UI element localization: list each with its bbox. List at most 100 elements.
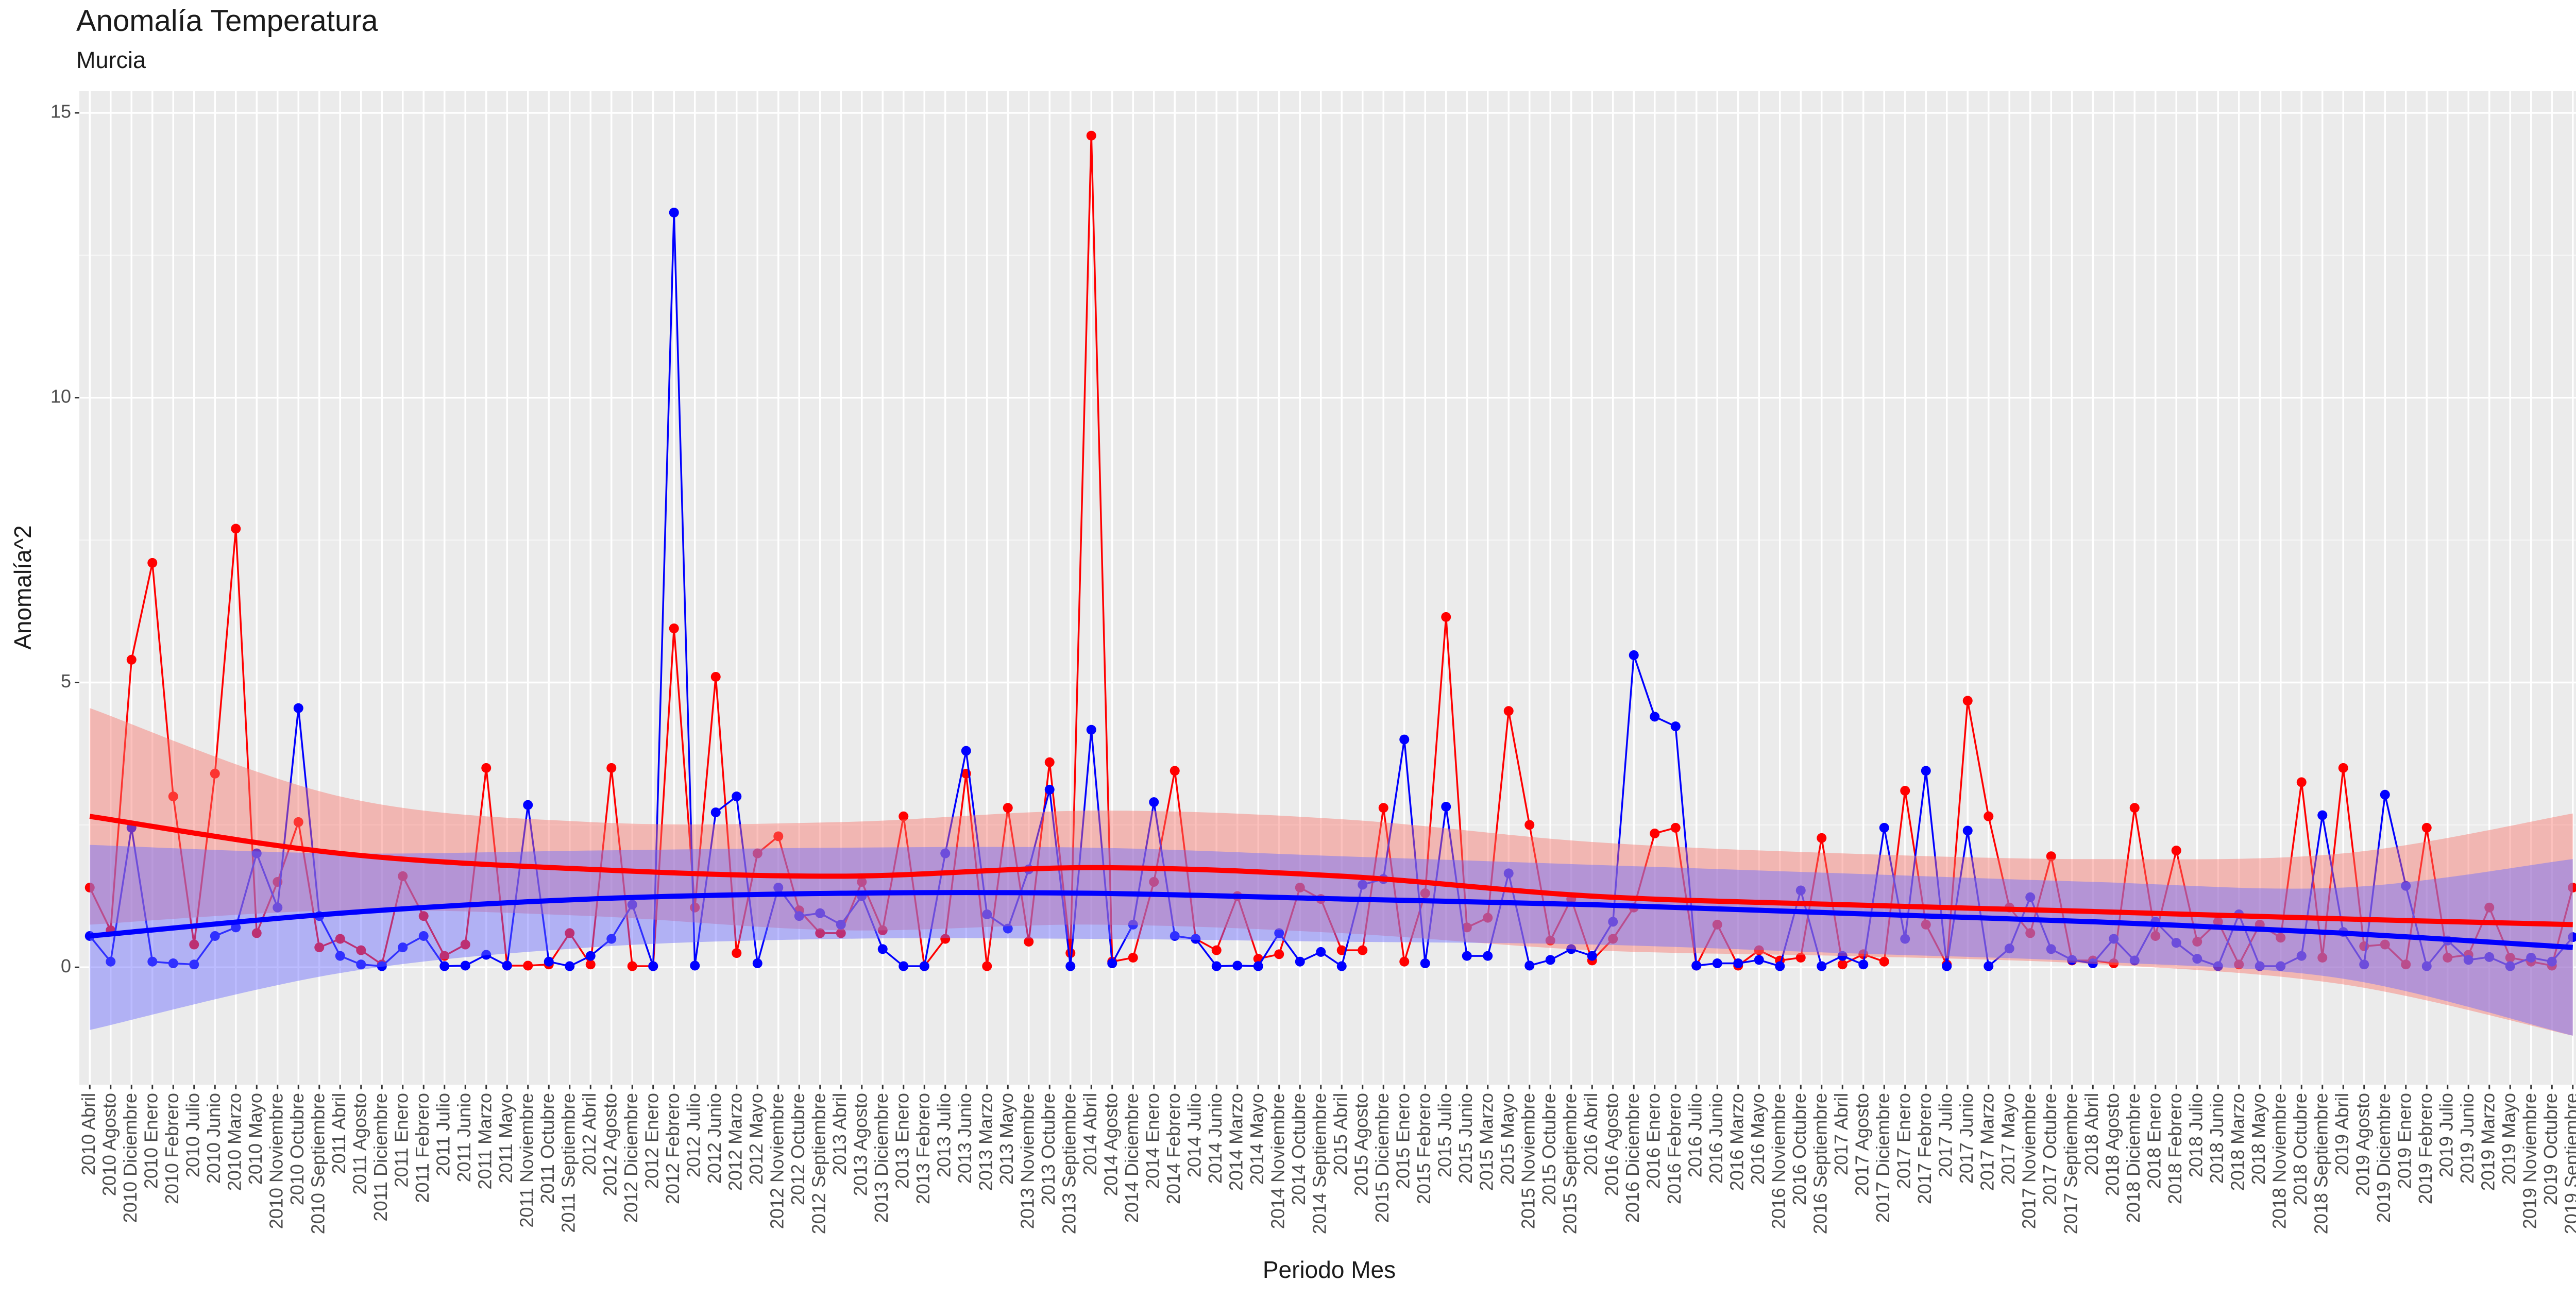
data-point bbox=[690, 960, 700, 971]
data-point bbox=[1566, 944, 1577, 954]
x-tick-label: 2017 Mayo bbox=[1997, 1093, 2019, 1185]
data-point bbox=[2526, 952, 2536, 963]
data-point bbox=[168, 791, 178, 802]
data-point bbox=[1441, 612, 1451, 622]
data-point bbox=[439, 961, 450, 971]
data-point bbox=[1003, 803, 1013, 813]
data-point bbox=[1712, 919, 1722, 930]
data-point bbox=[1316, 947, 1326, 957]
x-tick-label: 2017 Noviembre bbox=[2018, 1093, 2039, 1229]
data-point bbox=[940, 934, 951, 944]
data-point bbox=[2192, 937, 2202, 947]
x-tick-label: 2019 Agosto bbox=[2352, 1093, 2373, 1196]
x-tick-label: 2010 Junio bbox=[203, 1093, 224, 1184]
data-point bbox=[2401, 959, 2411, 970]
data-point bbox=[1650, 828, 1660, 838]
x-tick-label: 2011 Agosto bbox=[349, 1093, 370, 1195]
x-tick-label: 2012 Febrero bbox=[662, 1093, 683, 1204]
x-tick-label: 2015 Enero bbox=[1392, 1093, 1413, 1189]
x-tick-label: 2018 Junio bbox=[2206, 1093, 2227, 1184]
x-tick-label: 2010 Agosto bbox=[98, 1093, 120, 1196]
data-point bbox=[669, 623, 679, 633]
data-point bbox=[1670, 822, 1681, 833]
data-point bbox=[2380, 939, 2390, 950]
data-point bbox=[2421, 961, 2432, 971]
trend-line bbox=[89, 890, 2573, 950]
data-point bbox=[1420, 888, 1430, 899]
data-point bbox=[2568, 882, 2576, 892]
data-point bbox=[1462, 922, 1472, 933]
data-point bbox=[1608, 934, 1618, 944]
data-point bbox=[1253, 961, 1263, 971]
data-point bbox=[2276, 933, 2286, 943]
data-point bbox=[1483, 913, 1493, 923]
x-tick-label: 2014 Abril bbox=[1079, 1093, 1100, 1175]
data-point bbox=[523, 800, 533, 810]
data-point bbox=[606, 934, 617, 944]
data-point bbox=[1962, 696, 1973, 706]
data-point bbox=[1065, 961, 1076, 971]
x-tick-label: 2013 Octubre bbox=[1038, 1093, 1059, 1205]
x-tick-label: 2010 Julio bbox=[182, 1093, 203, 1177]
data-point bbox=[1817, 961, 1827, 971]
data-point bbox=[732, 948, 742, 958]
data-point bbox=[1503, 706, 1514, 716]
x-tick-label: 2011 Julio bbox=[432, 1093, 453, 1176]
data-point bbox=[1274, 949, 1284, 959]
data-point bbox=[899, 811, 909, 821]
data-point bbox=[1232, 960, 1243, 971]
y-tick-label: 10 bbox=[50, 385, 71, 407]
data-point bbox=[732, 791, 742, 802]
data-point bbox=[251, 928, 262, 938]
data-point bbox=[439, 951, 450, 961]
data-point bbox=[1962, 825, 1973, 836]
trend-line bbox=[89, 814, 2573, 928]
x-tick-label: 2017 Julio bbox=[1935, 1093, 1956, 1177]
data-point bbox=[648, 961, 658, 971]
x-tick-label: 2011 Noviembre bbox=[516, 1093, 537, 1227]
data-point bbox=[565, 961, 575, 971]
x-tick-label: 2018 Noviembre bbox=[2268, 1093, 2290, 1229]
data-point bbox=[2317, 810, 2328, 820]
x-tick-label: 2016 Marzo bbox=[1726, 1093, 1747, 1191]
y-tick-label: 0 bbox=[61, 955, 71, 976]
data-point bbox=[899, 961, 909, 971]
x-tick-label: 2018 Enero bbox=[2143, 1093, 2164, 1189]
x-tick-label: 2011 Diciembre bbox=[370, 1093, 391, 1221]
data-point bbox=[815, 908, 825, 918]
data-point bbox=[314, 942, 325, 953]
data-point bbox=[815, 928, 825, 938]
x-tick-label: 2015 Febrero bbox=[1413, 1093, 1434, 1204]
x-tick-label: 2011 Abril bbox=[328, 1093, 349, 1174]
confidence-band bbox=[90, 845, 2573, 1036]
data-point bbox=[2129, 803, 2140, 813]
x-tick-label: 2010 Enero bbox=[140, 1093, 161, 1189]
data-point bbox=[836, 919, 846, 930]
data-point bbox=[1024, 937, 1034, 947]
x-tick-label: 2015 Octubre bbox=[1538, 1093, 1560, 1205]
x-tick-label: 2011 Junio bbox=[453, 1093, 474, 1182]
data-point bbox=[2213, 917, 2223, 927]
x-tick-label: 2015 Noviembre bbox=[1517, 1093, 1538, 1229]
x-tick-label: 2014 Diciembre bbox=[1121, 1093, 1142, 1223]
data-point bbox=[1629, 650, 1639, 660]
x-tick-label: 2012 Abril bbox=[579, 1093, 600, 1175]
data-point bbox=[1128, 952, 1138, 963]
data-point bbox=[982, 961, 992, 971]
data-point bbox=[1754, 955, 1764, 965]
data-point bbox=[168, 958, 178, 969]
x-tick-label: 2017 Agosto bbox=[1851, 1093, 1872, 1196]
data-point bbox=[356, 945, 366, 955]
x-tick-label: 2018 Septiembre bbox=[2310, 1093, 2331, 1234]
x-tick-label: 2013 Diciembre bbox=[871, 1093, 892, 1223]
data-point bbox=[1295, 882, 1305, 892]
x-tick-label: 2018 Julio bbox=[2185, 1093, 2206, 1177]
x-tick-label: 2015 Marzo bbox=[1476, 1093, 1497, 1191]
data-point bbox=[2046, 851, 2056, 862]
data-point bbox=[377, 961, 387, 971]
x-tick-label: 2018 Mayo bbox=[2248, 1093, 2269, 1185]
x-tick-label: 2012 Septiembre bbox=[808, 1093, 829, 1234]
data-point bbox=[2109, 934, 2119, 944]
data-point bbox=[84, 882, 95, 892]
